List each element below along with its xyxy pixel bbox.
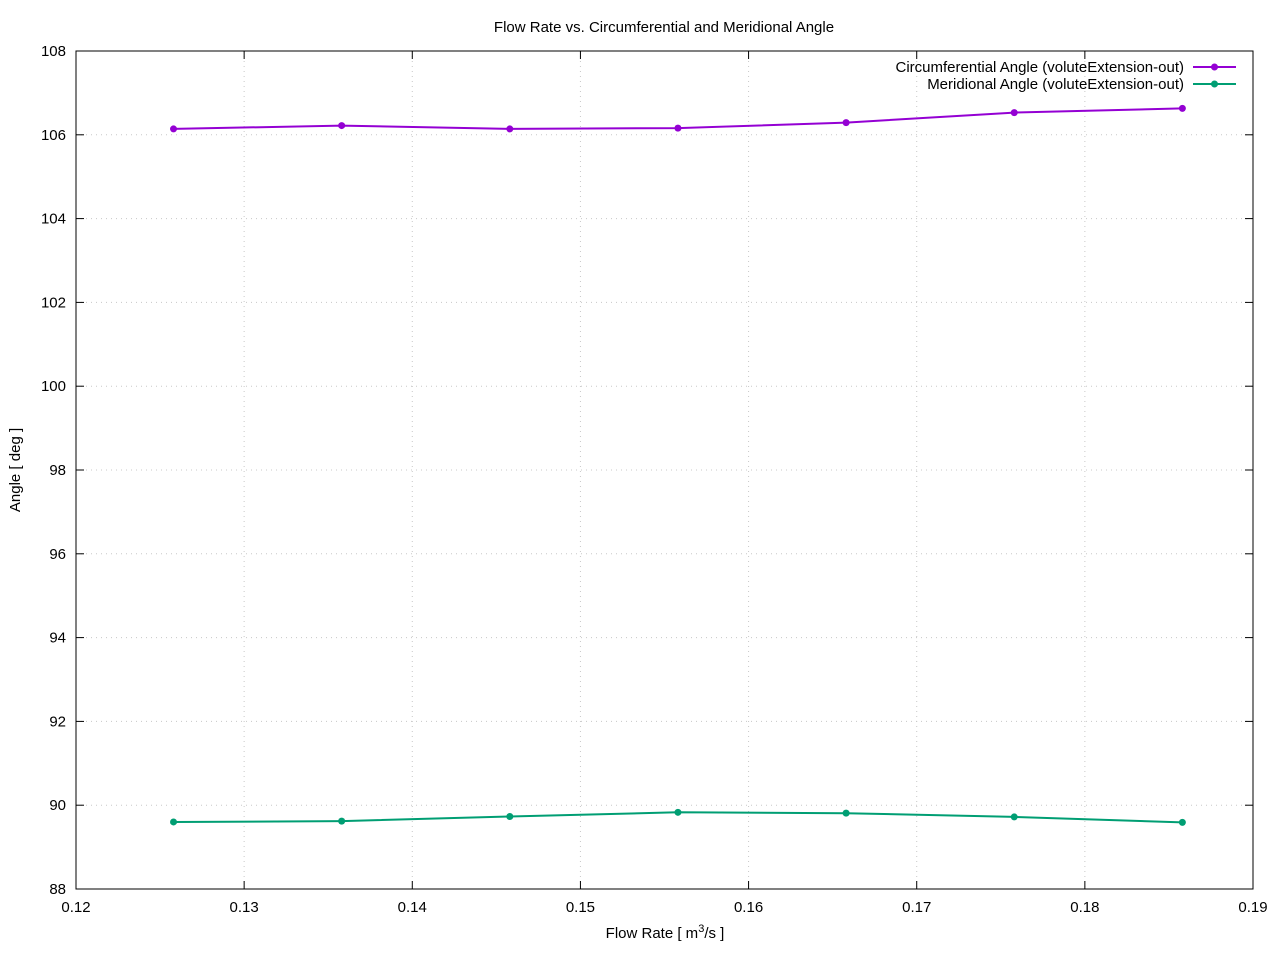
data-point <box>1178 818 1186 826</box>
legend-marker <box>1211 80 1218 88</box>
data-point <box>842 119 850 127</box>
x-axis-label-main: Flow Rate [ m <box>606 925 699 942</box>
x-axis-label-superscript: 3 <box>698 923 704 935</box>
data-point <box>1010 813 1018 821</box>
data-point <box>170 818 178 826</box>
y-tick-label: 108 <box>41 43 66 60</box>
legend-label: Circumferential Angle (voluteExtension-o… <box>896 59 1184 76</box>
y-axis-label: Angle [ deg ] <box>7 428 24 512</box>
data-point <box>170 125 178 133</box>
series-layer <box>170 104 1186 826</box>
data-point <box>506 125 514 133</box>
x-tick-label: 0.14 <box>398 899 427 916</box>
data-point <box>338 817 346 825</box>
y-tick-label: 88 <box>49 881 66 898</box>
y-tick-label: 92 <box>49 713 66 730</box>
y-tick-label: 90 <box>49 797 66 814</box>
x-tick-label: 0.13 <box>230 899 259 916</box>
x-tick-label: 0.19 <box>1238 899 1267 916</box>
x-tick-label: 0.17 <box>902 899 931 916</box>
y-tick-label: 98 <box>49 462 66 479</box>
x-tick-label: 0.15 <box>566 899 595 916</box>
data-point <box>1178 104 1186 112</box>
x-tick-label: 0.16 <box>734 899 763 916</box>
x-tick-label: 0.18 <box>1070 899 1099 916</box>
legend: Circumferential Angle (voluteExtension-o… <box>896 59 1236 93</box>
y-tick-label: 100 <box>41 378 66 395</box>
axis-ticks: 0.12 0.13 0.14 0.15 0.16 0.17 0.18 0.19 88 90 92 94… <box>41 43 1268 916</box>
series-2 <box>170 808 1186 826</box>
y-tick-label: 94 <box>49 630 66 647</box>
legend-label: Meridional Angle (voluteExtension-out) <box>927 76 1184 93</box>
data-point <box>1010 109 1018 117</box>
chart-title: Flow Rate vs. Circumferential and Meridi… <box>494 19 834 36</box>
data-point <box>674 124 682 132</box>
y-tick-label: 96 <box>49 546 66 563</box>
data-point <box>674 808 682 816</box>
legend-marker <box>1211 63 1218 71</box>
y-tick-label: 104 <box>41 211 66 228</box>
data-point <box>506 813 514 821</box>
grid <box>76 51 1253 889</box>
x-axis-label-tail: /s ] <box>704 925 724 942</box>
y-tick-label: 106 <box>41 127 66 144</box>
data-point <box>842 809 850 817</box>
y-tick-label: 102 <box>41 294 66 311</box>
x-axis-label: Flow Rate [ m3/s ] <box>606 923 725 942</box>
data-point <box>338 122 346 130</box>
series-1 <box>170 104 1186 133</box>
x-tick-label: 0.12 <box>61 899 90 916</box>
